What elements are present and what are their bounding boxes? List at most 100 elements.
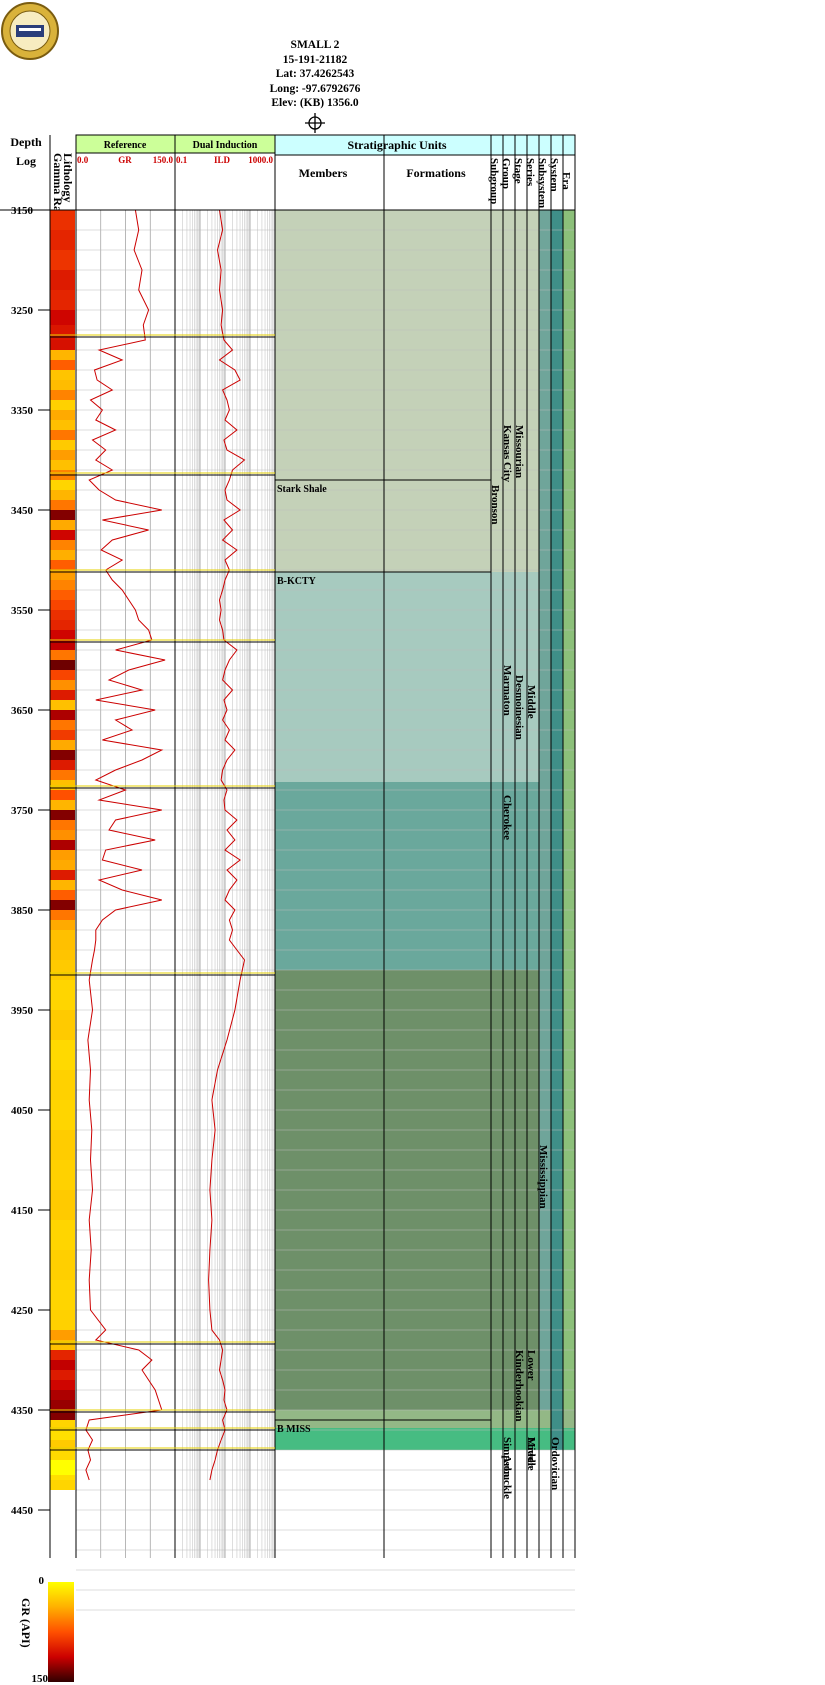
lithology-title: Lithology — [61, 153, 75, 202]
unit-frame-9 — [49, 1429, 276, 1451]
lithology-cell-40 — [50, 670, 75, 680]
era-title: Era — [560, 172, 572, 190]
unit-frame-1 — [49, 336, 276, 476]
lithology-cell-10 — [50, 370, 75, 380]
lithology-cell-57 — [50, 840, 75, 850]
depth-title: Depth — [10, 135, 42, 149]
lithology-cell-87 — [50, 1380, 75, 1390]
strat-unit-label: Mississippian — [537, 1145, 549, 1209]
lithology-cell-21 — [50, 480, 75, 490]
unit-frame-5 — [49, 787, 276, 976]
gr-curve — [85, 209, 166, 1481]
latitude: Lat: 37.4262543 — [275, 68, 355, 80]
ref-max-label: 150.0 — [153, 155, 174, 165]
strat-band-2 — [275, 782, 575, 970]
system-title: System — [548, 158, 560, 192]
depth-tick-label: 4150 — [11, 1205, 34, 1217]
top-label: B-KCTY — [277, 576, 317, 587]
log-title: Log — [16, 154, 36, 168]
lithology-cell-6 — [50, 325, 75, 340]
lithology-cell-9 — [50, 360, 75, 370]
lithology-cell-47 — [50, 740, 75, 750]
lithology-cell-82 — [50, 1330, 75, 1340]
formations-title: Formations — [406, 166, 466, 180]
lithology-cell-85 — [50, 1360, 75, 1370]
subsystem-title: Subsystem — [536, 158, 548, 208]
colorbar-max: 150 — [32, 1673, 49, 1685]
lithology-cell-56 — [50, 830, 75, 840]
lithology-cell-66 — [50, 930, 75, 940]
lithology-cell-77 — [50, 1190, 75, 1220]
strat-units-title: Stratigraphic Units — [348, 138, 447, 152]
lithology-cell-58 — [50, 850, 75, 860]
unit-frame-6 — [49, 974, 276, 1345]
lithology-cell-79 — [50, 1250, 75, 1280]
lithology-cell-37 — [50, 640, 75, 650]
lithology-cell-89 — [50, 1400, 75, 1410]
lithology-cell-63 — [50, 900, 75, 910]
strat-unit-label: Missourian — [513, 425, 525, 478]
strat-unit-labels: Kansas City Missourian Bronson Marmaton Desm… — [489, 425, 561, 1499]
log-curves — [85, 209, 246, 1481]
unit-frame-0 — [49, 209, 276, 338]
lithology-cell-51 — [50, 780, 75, 790]
formation-tops: Stark Shale B-KCTY B MISS — [275, 479, 491, 1435]
depth-ticks: 3150 3250 3350 3450 3550 3650 3750 3850 3950 4050… — [11, 205, 50, 1517]
depth-tick-label: 3950 — [11, 1005, 34, 1017]
depth-tick-label: 4350 — [11, 1405, 34, 1417]
lithology-cell-25 — [50, 520, 75, 530]
well-header: SMALL 2 15-191-21182 Lat: 37.4262543 Lon… — [230, 38, 400, 134]
lithology-cell-4 — [50, 290, 75, 310]
lithology-cell-15 — [50, 420, 75, 430]
lithology-cell-91 — [50, 1420, 75, 1430]
lithology-cell-14 — [50, 410, 75, 420]
lithology-cell-93 — [50, 1440, 75, 1450]
subgroup-title: Subgroup — [488, 158, 500, 204]
lithology-cell-84 — [50, 1350, 75, 1360]
lithology-cell-70 — [50, 980, 75, 1010]
lithology-cell-81 — [50, 1310, 75, 1330]
lithology-cell-42 — [50, 690, 75, 700]
depth-tick-label: 3350 — [11, 405, 34, 417]
lithology-cell-2 — [50, 250, 75, 270]
colorbar-label: GR (API) — [19, 1598, 33, 1648]
depth-tick-label: 3250 — [11, 305, 34, 317]
unit-frame-8 — [49, 1411, 276, 1431]
well-name: SMALL 2 — [290, 39, 340, 51]
lithology-cell-22 — [50, 490, 75, 500]
depth-tick-label: 3150 — [11, 205, 34, 217]
lithology-cell-64 — [50, 910, 75, 920]
lithology-cell-33 — [50, 600, 75, 610]
ild-curve — [208, 209, 246, 1481]
lithology-cell-94 — [50, 1450, 75, 1460]
api-number: 15-191-21182 — [282, 53, 348, 66]
strat-unit-label: Marmaton — [501, 665, 513, 716]
lithology-cell-80 — [50, 1280, 75, 1310]
lithology-cell-62 — [50, 890, 75, 900]
strat-unit-label: Ordovician — [549, 1437, 561, 1490]
lithology-cell-65 — [50, 920, 75, 930]
lithology-cell-3 — [50, 270, 75, 290]
depth-tick-label: 4250 — [11, 1305, 34, 1317]
lithology-cell-75 — [50, 1130, 75, 1160]
lithology-cell-32 — [50, 590, 75, 600]
lithology-cell-68 — [50, 950, 75, 960]
lithology-cell-44 — [50, 710, 75, 720]
depth-tick-label: 3850 — [11, 905, 34, 917]
strat-unit-label: Cherokee — [501, 795, 513, 840]
lithology-cell-53 — [50, 800, 75, 810]
depth-tick-label: 3450 — [11, 505, 34, 517]
stage-title: Stage — [512, 158, 524, 184]
lithology-cell-17 — [50, 440, 75, 450]
strat-unit-label: Kinderhookian — [513, 1350, 525, 1422]
unit-frame-2 — [49, 474, 276, 573]
strat-unit-label: Bronson — [489, 485, 501, 525]
dual-induction-title: Dual Induction — [193, 140, 258, 151]
well-symbol-icon — [305, 112, 325, 133]
lithology-cell-43 — [50, 700, 75, 710]
lithology-cell-18 — [50, 450, 75, 460]
lithology-cell-27 — [50, 540, 75, 550]
lithology-cell-78 — [50, 1220, 75, 1250]
lithology-cell-49 — [50, 760, 75, 770]
lithology-cell-69 — [50, 960, 75, 980]
